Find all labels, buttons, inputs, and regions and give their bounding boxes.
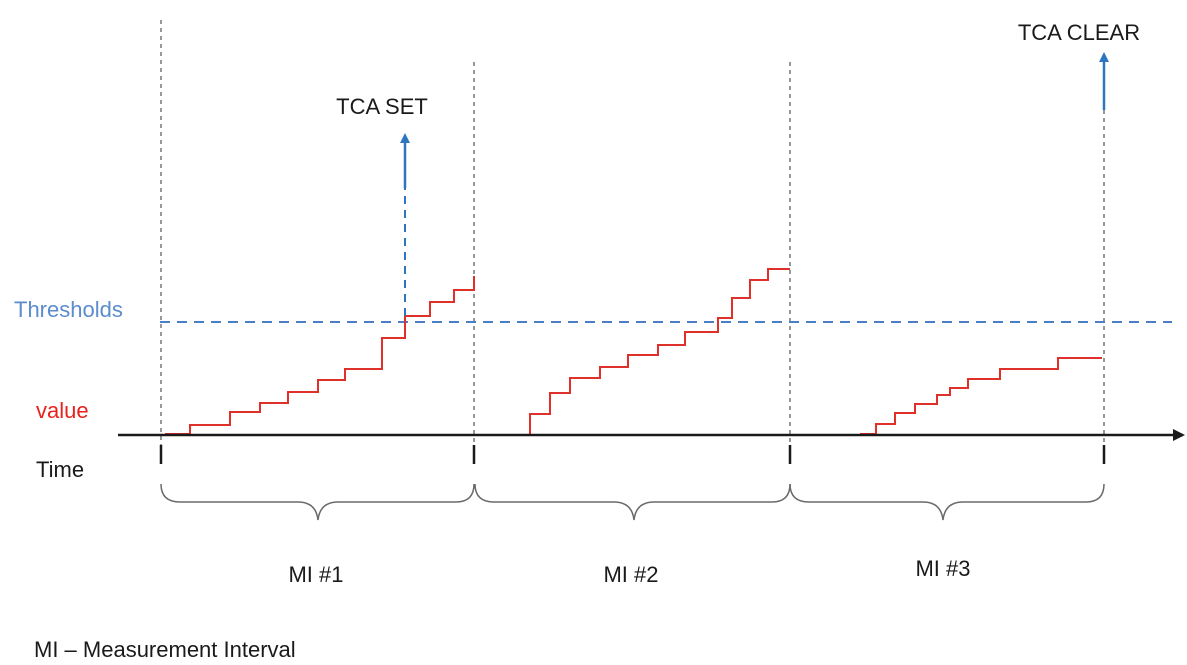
interval-brace-3 xyxy=(789,483,1105,521)
thresholds-label: Thresholds xyxy=(14,297,123,322)
tca-set-label: TCA SET xyxy=(336,94,428,119)
value-label: value xyxy=(36,398,89,423)
interval-dividers xyxy=(160,20,1105,450)
time-label: Time xyxy=(36,457,84,482)
tca-clear-label: TCA CLEAR xyxy=(1018,20,1140,45)
interval-brace-2 xyxy=(474,483,791,521)
interval-brace-1 xyxy=(160,483,475,521)
interval-label-mi-3: MI #3 xyxy=(915,556,970,581)
interval-label-mi-2: MI #2 xyxy=(603,562,658,587)
value-step-line-mi-3 xyxy=(860,357,1102,435)
value-step-line-mi-2 xyxy=(529,268,790,434)
value-step-line-mi-1 xyxy=(165,276,475,435)
interval-label-mi-1: MI #1 xyxy=(288,562,343,587)
interval-ticks xyxy=(159,445,1106,464)
legend-text: MI – Measurement Interval xyxy=(34,637,296,662)
interval-braces xyxy=(160,483,1105,521)
value-steps xyxy=(165,268,1102,435)
